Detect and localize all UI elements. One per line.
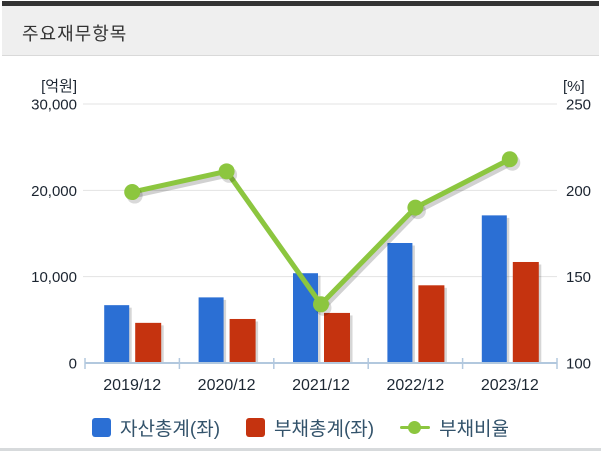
legend-item-1: 자산총계(좌) — [91, 414, 221, 441]
ratio-dot — [501, 151, 518, 168]
bar-liabilities — [512, 261, 539, 363]
left-axis-tick-label: 20,000 — [31, 183, 77, 200]
ratio-dot — [407, 199, 424, 216]
ratio-dot — [313, 296, 329, 313]
ratio-dot — [218, 163, 235, 180]
dual-axis-bar-line-chart: [억원] [%] 0 10,000 20,000 30,000 100 150 200 250 20… — [31, 78, 591, 394]
x-axis-category-label: 2022/12 — [386, 377, 444, 394]
right-axis-tick-label: 150 — [566, 269, 591, 286]
bar-assets — [293, 273, 318, 363]
legend-line-dot-icon — [400, 418, 431, 437]
legend-item-3: 부채비율 — [400, 414, 509, 441]
bar-liabilities — [229, 318, 256, 363]
bar-liabilities — [135, 322, 162, 363]
legend-label: 자산총계(좌) — [119, 418, 221, 440]
legend-square-icon — [91, 417, 111, 437]
bar-assets — [104, 305, 130, 363]
x-axis-category-label: 2023/12 — [481, 377, 539, 394]
top-accent-bar — [2, 1, 599, 6]
bar-assets — [198, 297, 224, 363]
widget-header: 주요재무항목 — [2, 6, 599, 56]
x-axis-category-label: 2019/12 — [103, 377, 161, 394]
right-axis-tick-label: 250 — [566, 97, 591, 114]
bar-liabilities — [324, 312, 350, 363]
legend-label: 부채총계(좌) — [274, 418, 375, 440]
right-axis-tick-label: 200 — [566, 183, 591, 200]
ratio-line — [131, 157, 511, 307]
legend-dot — [408, 420, 422, 434]
left-axis-tick-label: 30,000 — [31, 97, 77, 114]
right-axis-unit-label: [%] — [563, 78, 585, 95]
bar-assets — [481, 215, 507, 363]
ratio-dot — [124, 184, 141, 201]
legend-label: 부채비율 — [439, 418, 510, 440]
x-axis-category-label: 2021/12 — [292, 377, 350, 394]
bottom-divider — [0, 448, 601, 451]
left-axis-tick-label: 0 — [69, 356, 77, 373]
legend-square-icon — [246, 417, 266, 437]
right-axis-tick-label: 100 — [566, 356, 591, 373]
page-title: 주요재무항목 — [22, 24, 128, 44]
left-axis-unit-label: [억원] — [41, 78, 77, 95]
bar-assets — [387, 242, 413, 363]
bar-liabilities — [418, 285, 445, 363]
left-axis-tick-label: 10,000 — [31, 269, 77, 286]
legend-item-2: 부채총계(좌) — [246, 414, 374, 441]
chart-legend: 자산총계(좌) 부채총계(좌) 부채비율 — [0, 410, 601, 444]
x-axis-category-label: 2020/12 — [198, 377, 256, 394]
